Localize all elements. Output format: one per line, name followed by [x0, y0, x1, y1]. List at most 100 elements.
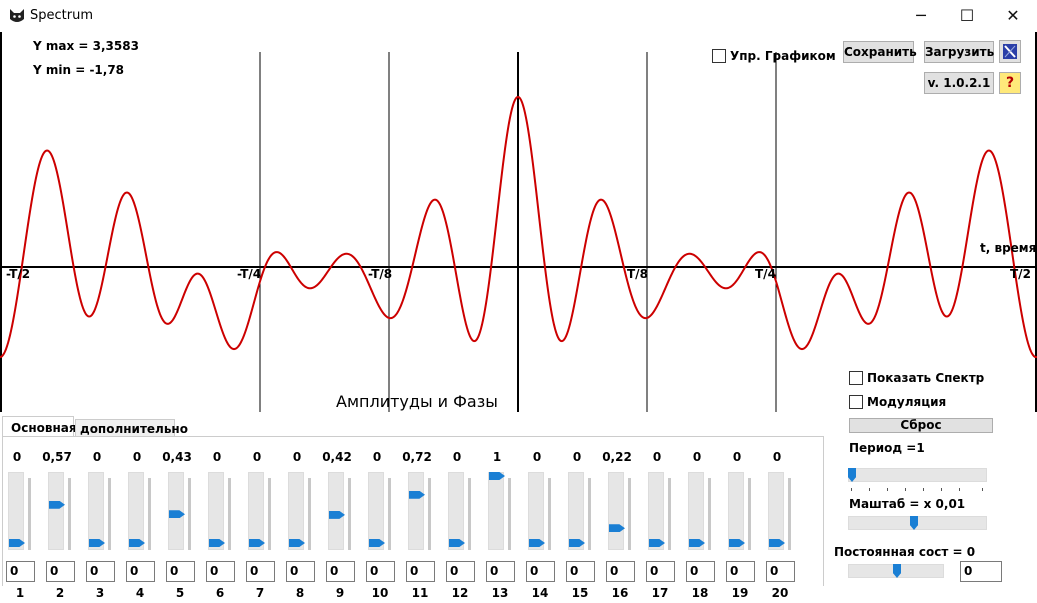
amplitude-value: 0	[692, 450, 702, 464]
maximize-button[interactable]: ☐	[944, 0, 990, 32]
amplitude-slider[interactable]	[208, 472, 224, 550]
phase-field[interactable]: 0	[566, 561, 595, 582]
slider-edge	[388, 478, 391, 550]
amplitude-slider[interactable]	[528, 472, 544, 550]
x-axis-label: t, время	[980, 241, 1036, 255]
amplitude-slider-thumb[interactable]	[729, 539, 745, 547]
harmonic-index: 18	[691, 586, 709, 600]
amplitude-slider-thumb[interactable]	[209, 539, 225, 547]
phase-field[interactable]: 0	[6, 561, 35, 582]
amplitude-slider-thumb[interactable]	[569, 539, 585, 547]
tab-additional[interactable]: дополнительно	[75, 419, 188, 437]
period-slider[interactable]	[848, 468, 987, 482]
amplitude-slider[interactable]	[88, 472, 104, 550]
phase-field[interactable]: 0	[46, 561, 75, 582]
scale-label: Маштаб = x 0,01	[849, 497, 966, 511]
version-button[interactable]: v. 1.0.2.1	[924, 72, 994, 94]
phase-field[interactable]: 0	[446, 561, 475, 582]
amplitude-slider[interactable]	[568, 472, 584, 550]
show-spectrum-checkbox[interactable]: Показать Спектр	[849, 371, 984, 385]
harmonic-index: 11	[411, 586, 429, 600]
amplitude-slider[interactable]	[368, 472, 384, 550]
slider-edge	[748, 478, 751, 550]
phase-field[interactable]: 0	[246, 561, 275, 582]
amplitude-slider-thumb[interactable]	[409, 490, 425, 499]
load-button[interactable]: Загрузить	[924, 41, 994, 63]
slider-edge	[268, 478, 271, 550]
amplitude-value: 0,22	[602, 450, 632, 464]
graph-control-checkbox[interactable]: Упр. Графиком	[712, 49, 836, 63]
amplitude-slider-thumb[interactable]	[129, 539, 145, 547]
tab-main[interactable]: Основная	[2, 416, 77, 437]
amplitude-slider-thumb[interactable]	[769, 539, 785, 547]
modulation-checkbox[interactable]: Модуляция	[849, 395, 946, 409]
phase-field[interactable]: 0	[366, 561, 395, 582]
period-slider-ticks	[851, 488, 983, 491]
amplitude-slider-thumb[interactable]	[289, 539, 305, 547]
amplitude-slider-thumb[interactable]	[529, 539, 545, 547]
amplitude-slider-thumb[interactable]	[329, 510, 345, 519]
amplitude-slider-thumb[interactable]	[9, 539, 25, 547]
phase-field[interactable]: 0	[686, 561, 715, 582]
amplitude-slider[interactable]	[408, 472, 424, 550]
amplitude-slider-thumb[interactable]	[249, 539, 265, 547]
phase-field[interactable]: 0	[166, 561, 195, 582]
amplitude-slider-thumb[interactable]	[689, 539, 705, 547]
amplitude-slider[interactable]	[488, 472, 504, 550]
amplitude-slider[interactable]	[728, 472, 744, 550]
phase-field[interactable]: 0	[86, 561, 115, 582]
period-slider-thumb[interactable]	[848, 468, 856, 482]
harmonic-column: 0 0 4	[122, 446, 162, 603]
harmonic-column: 0,42 0 9	[322, 446, 362, 603]
amplitude-slider-thumb[interactable]	[489, 472, 505, 480]
amplitude-slider[interactable]	[448, 472, 464, 550]
scale-slider-thumb[interactable]	[910, 516, 918, 530]
amplitude-slider[interactable]	[648, 472, 664, 550]
checkbox-box[interactable]	[712, 49, 726, 63]
signal-plot[interactable]: -T/2 -T/4 -T/8 T/8 T/4 T/2 t, время	[0, 32, 1037, 412]
help-button[interactable]: ?	[999, 72, 1021, 94]
reset-button[interactable]: Сброс	[849, 418, 993, 433]
amplitude-slider-thumb[interactable]	[169, 510, 185, 519]
phase-field[interactable]: 0	[486, 561, 515, 582]
phase-field[interactable]: 0	[286, 561, 315, 582]
amplitude-slider[interactable]	[768, 472, 784, 550]
checkbox-box[interactable]	[849, 371, 863, 385]
amplitude-slider[interactable]	[688, 472, 704, 550]
amplitude-value: 0	[452, 450, 462, 464]
amplitude-slider-thumb[interactable]	[369, 539, 385, 547]
phase-field[interactable]: 0	[126, 561, 155, 582]
amplitude-slider-thumb[interactable]	[89, 539, 105, 547]
amplitude-value: 0	[252, 450, 262, 464]
settings-icon-button[interactable]	[999, 40, 1021, 63]
amplitude-slider-thumb[interactable]	[609, 524, 625, 533]
phase-field[interactable]: 0	[766, 561, 795, 582]
amplitude-slider-thumb[interactable]	[649, 539, 665, 547]
phase-field[interactable]: 0	[206, 561, 235, 582]
phase-field[interactable]: 0	[406, 561, 435, 582]
amplitude-slider[interactable]	[8, 472, 24, 550]
constant-slider-thumb[interactable]	[893, 564, 901, 578]
phase-field[interactable]: 0	[726, 561, 755, 582]
harmonic-index: 15	[571, 586, 589, 600]
amplitude-slider-thumb[interactable]	[49, 500, 65, 509]
save-button[interactable]: Сохранить	[843, 41, 917, 63]
phase-field[interactable]: 0	[326, 561, 355, 582]
phase-field[interactable]: 0	[526, 561, 555, 582]
amplitude-slider[interactable]	[288, 472, 304, 550]
amplitude-slider-thumb[interactable]	[449, 539, 465, 547]
checkbox-box[interactable]	[849, 395, 863, 409]
close-button[interactable]: ✕	[990, 0, 1036, 32]
constant-field[interactable]: 0	[960, 561, 1002, 582]
amplitude-slider[interactable]	[48, 472, 64, 550]
amplitude-slider[interactable]	[248, 472, 264, 550]
phase-field[interactable]: 0	[646, 561, 675, 582]
phase-field[interactable]: 0	[606, 561, 635, 582]
minimize-button[interactable]: ─	[898, 0, 944, 32]
amplitude-slider[interactable]	[128, 472, 144, 550]
harmonic-column: 0 0 12	[442, 446, 482, 603]
harmonic-column: 0 0 10	[362, 446, 402, 603]
amplitude-slider[interactable]	[608, 472, 624, 550]
amplitude-value: 0	[92, 450, 102, 464]
harmonic-column: 0 0 19	[722, 446, 762, 603]
